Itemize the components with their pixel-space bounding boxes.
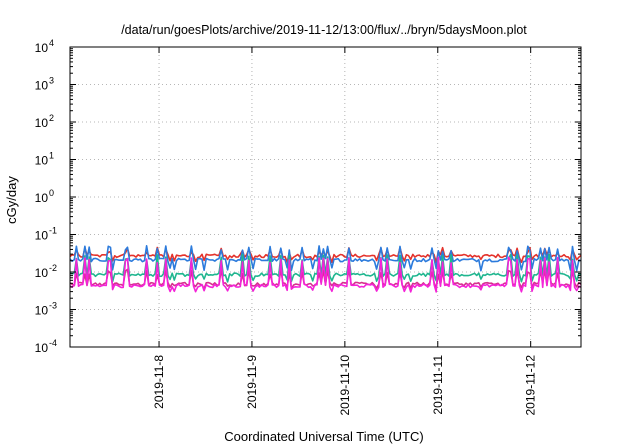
y-tick-label: 10 <box>35 191 49 205</box>
y-tick-label: 10 <box>35 304 49 318</box>
series-line-2 <box>69 245 582 272</box>
y-tick-label: 10 <box>35 41 49 55</box>
chart-title: /data/run/goesPlots/archive/2019-11-12/1… <box>121 23 527 37</box>
x-tick-label: 2019-11-11 <box>431 355 445 415</box>
series-line-5 <box>69 256 582 293</box>
y-tick-exponent: 4 <box>49 38 54 48</box>
series-group <box>69 245 582 293</box>
x-axis: 2019-11-8 2019-11-9 2019-11-10 2019-11-11 20… <box>152 47 538 416</box>
x-tick-label: 2019-11-10 <box>338 355 352 416</box>
y-tick-label: 10 <box>35 341 49 355</box>
y-tick-exponent: 0 <box>49 188 54 198</box>
y-tick-exponent: -4 <box>49 338 57 348</box>
y-tick-exponent: -3 <box>49 301 57 311</box>
x-tick-label: 2019-11-9 <box>245 355 259 409</box>
x-axis-label: Coordinated Universal Time (UTC) <box>224 429 423 444</box>
y-tick-label: 10 <box>35 154 49 168</box>
y-tick-exponent: 2 <box>49 113 54 123</box>
y-tick-exponent: 1 <box>49 151 54 161</box>
y-tick-label: 10 <box>35 229 49 243</box>
y-tick-label: 10 <box>35 79 49 93</box>
y-tick-label: 10 <box>35 266 49 280</box>
series-line-3 <box>69 253 582 283</box>
y-tick-label: 10 <box>35 116 49 130</box>
y-tick-exponent: -2 <box>49 263 57 273</box>
y-tick-exponent: 3 <box>49 76 54 86</box>
y-axis-label: cGy/day <box>4 176 19 224</box>
x-tick-label: 2019-11-8 <box>152 355 166 409</box>
grid <box>70 47 581 347</box>
x-tick-label: 2019-11-12 <box>524 355 538 416</box>
y-tick-exponent: -1 <box>49 226 57 236</box>
